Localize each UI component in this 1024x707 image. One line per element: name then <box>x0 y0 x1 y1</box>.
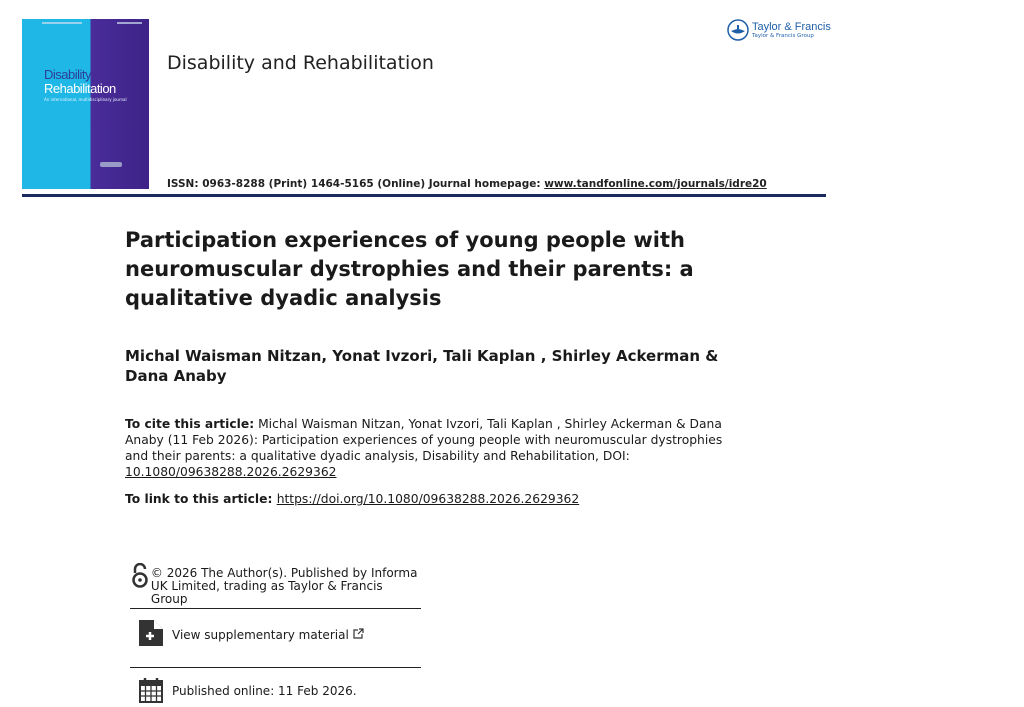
article-authors: Michal Waisman Nitzan, Yonat Ivzori, Tal… <box>125 347 719 385</box>
open-access-info: © 2026 The Author(s). Published by Infor… <box>130 563 421 606</box>
article-title: Participation experiences of young peopl… <box>125 228 694 310</box>
publisher-name: Taylor & Francis <box>752 21 831 33</box>
link-label: To link to this article: <box>125 492 277 506</box>
publisher-logo: Taylor & Francis Taylor & Francis Group <box>727 19 831 41</box>
published-date: Published online: 11 Feb 2026. <box>172 684 357 698</box>
cite-label: To cite this article: <box>125 417 255 431</box>
article-link: To link to this article: https://doi.org… <box>125 492 579 506</box>
publisher-group: Taylor & Francis Group <box>752 33 814 39</box>
cover-title: Rehabilitation <box>44 81 116 96</box>
file-add-icon <box>139 620 163 646</box>
cover-subtitle: An international, multidisciplinary jour… <box>44 97 127 102</box>
calendar-icon <box>139 678 163 703</box>
doi-link[interactable]: https://doi.org/10.1080/09638288.2026.26… <box>276 492 580 506</box>
cover-decoration <box>42 22 82 24</box>
journal-name: Disability and Rehabilitation <box>167 52 434 74</box>
citation: To cite this article: Michal Waisman Nit… <box>125 416 725 480</box>
journal-cover: Disability Rehabilitation An internation… <box>22 19 149 189</box>
cite-text: Michal Waisman Nitzan, Yonat Ivzori, Tal… <box>125 417 723 463</box>
cover-decoration <box>117 22 142 24</box>
divider <box>130 608 421 609</box>
supplementary-material[interactable]: View supplementary material <box>130 620 421 646</box>
external-link-icon <box>353 628 364 639</box>
cover-title: Disability <box>44 67 92 82</box>
journal-homepage-link[interactable]: www.tandfonline.com/journals/idre20 <box>544 178 767 190</box>
header-divider <box>22 194 826 197</box>
publisher-lamp-icon <box>727 19 749 41</box>
issn-line: ISSN: 0963-8288 (Print) 1464-5165 (Onlin… <box>167 178 767 190</box>
open-access-text: © 2026 The Author(s). Published by Infor… <box>150 566 418 606</box>
cover-publisher-logo <box>100 162 122 167</box>
open-access-icon <box>132 563 149 588</box>
divider <box>130 667 421 668</box>
published-online-info: Published online: 11 Feb 2026. <box>130 677 421 703</box>
issn-text: ISSN: 0963-8288 (Print) 1464-5165 (Onlin… <box>167 178 545 190</box>
supplementary-link[interactable]: View supplementary material <box>172 628 349 642</box>
cite-doi-link[interactable]: 10.1080/09638288.2026.2629362 <box>125 465 337 479</box>
